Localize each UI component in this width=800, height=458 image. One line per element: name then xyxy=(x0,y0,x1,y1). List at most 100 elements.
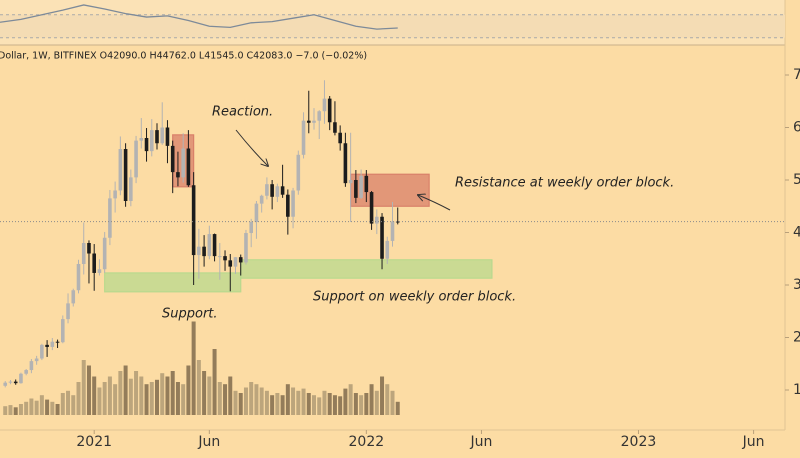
volume-bar xyxy=(296,390,301,415)
volume-bar xyxy=(343,388,348,415)
candle-body xyxy=(306,120,311,123)
y-tick-label: 3 xyxy=(793,277,800,293)
volume-bar xyxy=(196,360,201,415)
candle-body xyxy=(359,175,363,198)
volume-bar xyxy=(186,365,191,415)
volume-bar xyxy=(301,388,306,415)
volume-bar xyxy=(322,390,327,415)
candle-body xyxy=(34,358,39,362)
volume-bar xyxy=(165,376,170,415)
candle-body xyxy=(102,237,107,270)
candle-body xyxy=(296,154,301,191)
volume-bar xyxy=(175,382,180,415)
candle-body xyxy=(202,246,206,257)
candle-body xyxy=(327,98,332,123)
candle-body xyxy=(270,184,274,197)
candle-body xyxy=(66,303,70,320)
candle-body xyxy=(55,341,60,343)
volume-bar xyxy=(359,395,364,415)
volume-bar xyxy=(60,393,65,415)
candle-body xyxy=(76,263,81,291)
candle-body xyxy=(144,137,149,152)
volume-bar xyxy=(364,393,369,415)
candle-body xyxy=(165,127,170,146)
volume-bar xyxy=(380,376,385,415)
indicator-band xyxy=(0,14,785,38)
candle-body xyxy=(40,344,44,359)
candle-body xyxy=(19,373,23,384)
volume-bar xyxy=(259,387,264,415)
y-tick-label: 1 xyxy=(793,382,800,398)
volume-bar xyxy=(139,376,144,415)
candle-body xyxy=(181,148,185,178)
volume-bar xyxy=(207,376,212,415)
volume-bar xyxy=(238,393,243,415)
volume-bar xyxy=(160,373,165,415)
candle-body xyxy=(81,242,86,264)
volume-bar xyxy=(170,371,175,415)
candle-body xyxy=(380,216,384,259)
volume-bar xyxy=(291,387,296,415)
x-tick-label: 2022 xyxy=(349,434,385,450)
volume-bar xyxy=(390,390,395,415)
volume-bar xyxy=(34,400,39,415)
volume-bar xyxy=(243,387,248,415)
volume-bar xyxy=(275,393,280,415)
annotation: Resistance at weekly order block. xyxy=(455,176,674,191)
candle-body xyxy=(275,186,280,197)
volume-bar xyxy=(66,390,71,415)
candle-body xyxy=(186,148,191,186)
candle-body xyxy=(395,221,400,223)
candle-body xyxy=(233,257,238,267)
volume-bar xyxy=(50,401,55,415)
candle-body xyxy=(223,256,227,261)
candle-body xyxy=(176,172,180,178)
order-block-zone xyxy=(104,272,242,293)
volume-bar xyxy=(327,393,332,415)
candle-body xyxy=(191,185,196,256)
x-tick-label: 2021 xyxy=(76,434,112,450)
candle-body xyxy=(129,177,133,201)
y-tick-label: 6 xyxy=(793,119,800,135)
x-tick-label: Jun xyxy=(742,434,765,450)
annotation: Support. xyxy=(162,307,218,322)
candle-body xyxy=(317,111,322,121)
candle-body xyxy=(254,203,259,222)
volume-bar xyxy=(264,390,269,415)
candle-body xyxy=(338,132,342,144)
candle-body xyxy=(45,344,49,347)
volume-bar xyxy=(233,390,238,415)
volume-bar xyxy=(338,396,343,415)
candle-body xyxy=(160,127,165,144)
candle-body xyxy=(259,195,264,204)
volume-bar xyxy=(249,382,254,415)
volume-bar xyxy=(134,371,139,415)
order-block-zone xyxy=(240,259,493,279)
volume-bar xyxy=(92,376,97,415)
candle-body xyxy=(24,370,28,374)
volume-bar xyxy=(191,321,196,415)
volume-bar xyxy=(144,384,149,415)
candle-body xyxy=(228,260,233,267)
candle-body xyxy=(322,98,327,112)
candle-body xyxy=(390,221,395,241)
candle-body xyxy=(123,149,128,201)
volume-bar xyxy=(81,360,86,415)
volume-bar xyxy=(254,384,259,415)
candle-body xyxy=(87,242,91,254)
volume-bar xyxy=(18,404,23,415)
candle-body xyxy=(280,186,285,195)
volume-bar xyxy=(3,406,8,415)
candle-body xyxy=(212,234,217,257)
x-tick-label: Jun xyxy=(197,434,220,450)
annotation-arrow xyxy=(235,129,268,166)
candle-body xyxy=(8,381,13,383)
volume-bar xyxy=(317,397,322,415)
volume-bar xyxy=(29,398,34,415)
annotation: Reaction. xyxy=(212,105,273,120)
volume-bar xyxy=(181,384,186,415)
candle-body xyxy=(312,120,316,123)
annotation: Support on weekly order block. xyxy=(313,290,516,305)
annotation-arrow xyxy=(418,195,451,211)
